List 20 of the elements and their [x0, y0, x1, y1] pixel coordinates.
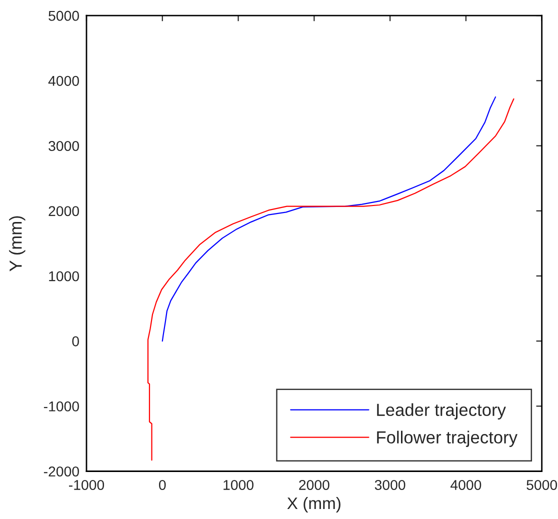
legend-label: Follower trajectory	[377, 430, 518, 447]
y-tick-label: -1000	[44, 401, 79, 412]
y-tick-label: 0	[72, 336, 79, 346]
x-tick-label: 4000	[450, 480, 482, 490]
legend-label: Leader trajectory	[377, 403, 506, 420]
x-axis-title: X (mm)	[287, 496, 340, 512]
x-tick-label: 2000	[299, 480, 330, 490]
x-tick-label: 5000	[526, 480, 558, 490]
y-tick-label: 5000	[48, 10, 79, 21]
y-tick-label: 1000	[49, 271, 79, 282]
x-tick-label: 0	[158, 480, 166, 490]
x-tick-label: 3000	[374, 480, 406, 490]
x-tick-label: 1000	[224, 480, 254, 490]
x-tick-label: -1000	[69, 480, 104, 490]
y-tick-label: 3000	[48, 141, 79, 152]
y-axis-title: Y (mm)	[9, 216, 26, 272]
y-tick-label: 4000	[48, 76, 79, 86]
y-tick-label: 2000	[48, 206, 79, 216]
y-tick-label: -2000	[44, 466, 79, 477]
line-series	[162, 96, 496, 342]
